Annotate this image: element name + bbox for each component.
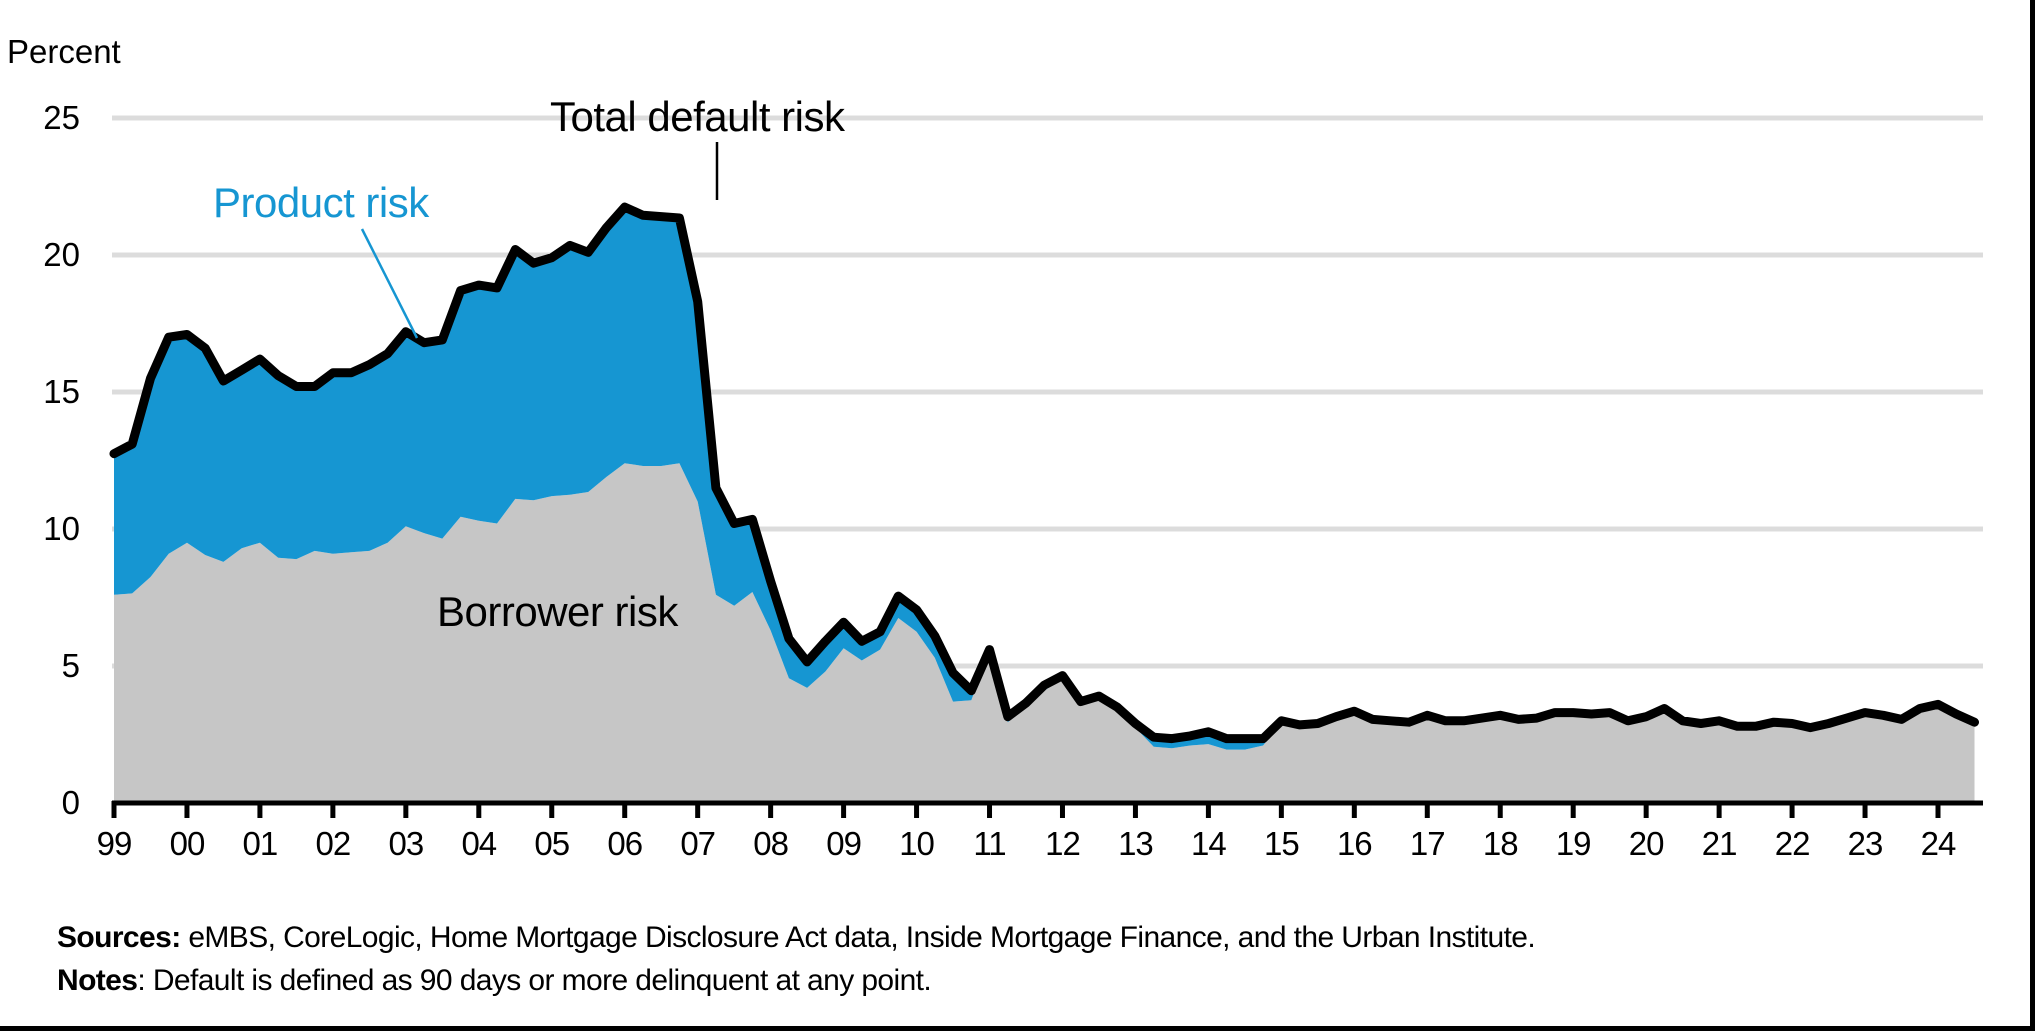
x-tick-label: 07 [680, 825, 716, 862]
borrower-risk-area [114, 463, 1975, 803]
x-tick-label: 19 [1555, 825, 1592, 862]
sources-text: eMBS, CoreLogic, Home Mortgage Disclosur… [180, 921, 1536, 954]
y-tick-label: 25 [43, 99, 80, 136]
x-tick-label: 17 [1409, 825, 1446, 862]
x-tick-label: 23 [1847, 825, 1884, 862]
x-tick-label: 11 [973, 825, 1006, 862]
borrower-risk-label: Borrower risk [437, 588, 678, 635]
total-default-risk-line [109, 202, 1979, 744]
y-tick-label: 15 [43, 373, 80, 410]
right-border [2030, 0, 2035, 1031]
product-risk-area [114, 207, 1975, 750]
x-tick-label: 20 [1628, 825, 1665, 862]
x-tick-label: 00 [169, 825, 206, 862]
x-tick-label: 12 [1045, 825, 1081, 862]
bottom-border [0, 1026, 2035, 1031]
y-axis-unit-label: Percent [7, 33, 121, 70]
y-tick-label: 20 [43, 236, 80, 273]
sources-line: Sources: eMBS, CoreLogic, Home Mortgage … [57, 916, 1536, 959]
x-tick-label: 15 [1264, 825, 1300, 862]
x-tick-label: 22 [1774, 825, 1811, 862]
x-tick-label: 08 [753, 825, 789, 862]
x-tick-label: 01 [242, 825, 279, 862]
y-tick-label: 5 [61, 647, 80, 684]
x-tick-label: 13 [1118, 825, 1154, 862]
product-risk-label: Product risk [213, 179, 429, 226]
sources-label: Sources: [57, 921, 181, 954]
x-axis-ticks [111, 801, 1941, 818]
product-risk-pointer [360, 228, 419, 339]
notes-line: Notes: Default is defined as 90 days or … [57, 959, 1535, 1002]
x-tick-label: 18 [1482, 825, 1519, 862]
x-tick-label: 16 [1336, 825, 1373, 862]
x-tick-label: 09 [826, 825, 862, 862]
chart-footer: Sources: eMBS, CoreLogic, Home Mortgage … [57, 916, 1536, 1002]
x-tick-label: 14 [1191, 825, 1227, 862]
x-tick-label: 02 [315, 825, 352, 862]
notes-text: : Default is defined as 90 days or more … [137, 964, 932, 997]
notes-label: Notes [57, 964, 138, 997]
x-tick-label: 21 [1701, 825, 1738, 862]
x-tick-label: 10 [899, 825, 935, 862]
y-tick-label: 10 [43, 510, 80, 547]
x-tick-label: 03 [388, 825, 424, 862]
y-tick-label: 0 [61, 784, 80, 821]
x-tick-label: 05 [534, 825, 570, 862]
x-tick-label: 04 [461, 825, 497, 862]
total-default-risk-label: Total default risk [550, 93, 845, 140]
x-tick-label: 24 [1920, 825, 1957, 862]
x-tick-label: 99 [96, 825, 133, 862]
x-tick-label: 06 [607, 825, 643, 862]
